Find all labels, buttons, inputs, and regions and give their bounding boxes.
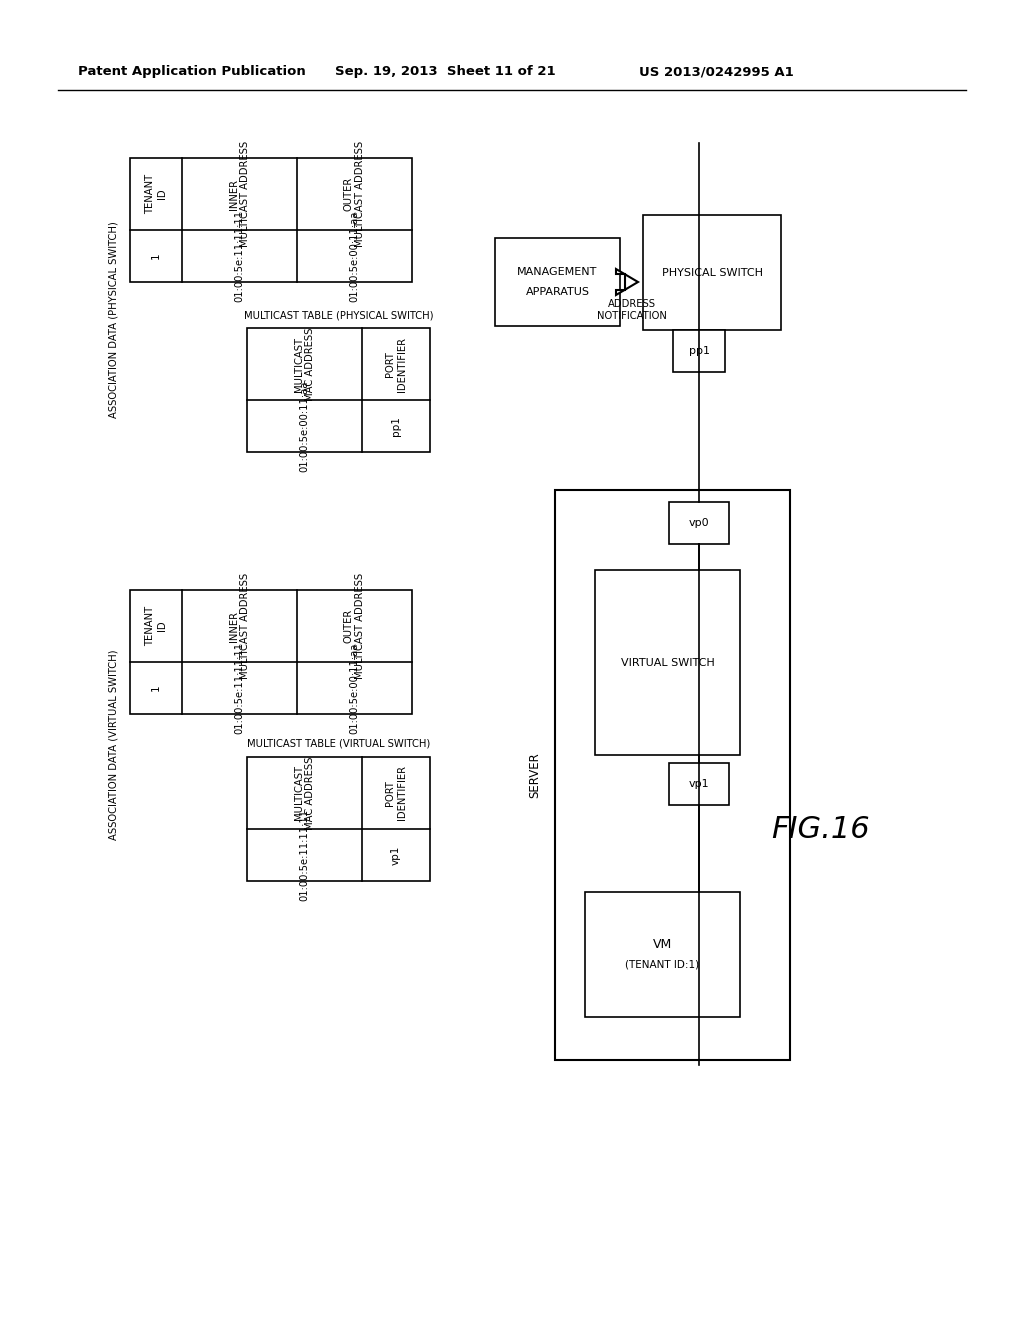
Bar: [247, 327, 430, 451]
Text: 1: 1: [151, 685, 161, 692]
Text: 01:00:5e:11:11:11: 01:00:5e:11:11:11: [234, 642, 245, 734]
Text: MULTICAST TABLE (PHYSICAL SWITCH): MULTICAST TABLE (PHYSICAL SWITCH): [244, 310, 433, 319]
Text: vp1: vp1: [391, 845, 401, 865]
Bar: [673, 330, 725, 372]
Text: MANAGEMENT: MANAGEMENT: [517, 267, 598, 277]
Text: INNER
MULTICAST ADDRESS: INNER MULTICAST ADDRESS: [228, 573, 250, 678]
Text: OUTER
MULTICAST ADDRESS: OUTER MULTICAST ADDRESS: [344, 573, 366, 678]
Bar: [585, 892, 740, 1016]
Text: vp1: vp1: [689, 779, 710, 789]
Bar: [495, 238, 620, 326]
Text: PORT
IDENTIFIER: PORT IDENTIFIER: [385, 766, 407, 821]
Text: VIRTUAL SWITCH: VIRTUAL SWITCH: [621, 657, 715, 668]
Text: FIG.16: FIG.16: [771, 816, 869, 845]
Text: pp1: pp1: [391, 416, 401, 436]
Text: INNER
MULTICAST ADDRESS: INNER MULTICAST ADDRESS: [228, 141, 250, 247]
Text: US 2013/0242995 A1: US 2013/0242995 A1: [639, 66, 794, 78]
Text: PHYSICAL SWITCH: PHYSICAL SWITCH: [662, 268, 763, 277]
Text: MULTICAST TABLE (VIRTUAL SWITCH): MULTICAST TABLE (VIRTUAL SWITCH): [247, 739, 430, 748]
Text: MULTICAST
MAC ADDRESS: MULTICAST MAC ADDRESS: [294, 327, 315, 401]
Text: ADDRESS
NOTIFICATION: ADDRESS NOTIFICATION: [597, 300, 667, 321]
Text: MULTICAST
MAC ADDRESS: MULTICAST MAC ADDRESS: [294, 756, 315, 830]
Text: 01:00:5e:00:11:aa: 01:00:5e:00:11:aa: [299, 380, 309, 471]
Text: ASSOCIATION DATA (VIRTUAL SWITCH): ASSOCIATION DATA (VIRTUAL SWITCH): [109, 649, 119, 841]
Bar: [669, 502, 729, 544]
Text: 01:00:5e:11:11:11: 01:00:5e:11:11:11: [299, 809, 309, 902]
Text: Patent Application Publication: Patent Application Publication: [78, 66, 306, 78]
Text: ASSOCIATION DATA (PHYSICAL SWITCH): ASSOCIATION DATA (PHYSICAL SWITCH): [109, 222, 119, 418]
Text: 1: 1: [151, 252, 161, 259]
Text: TENANT
ID: TENANT ID: [145, 606, 167, 645]
Text: SERVER: SERVER: [528, 752, 542, 797]
Text: Sep. 19, 2013  Sheet 11 of 21: Sep. 19, 2013 Sheet 11 of 21: [335, 66, 555, 78]
Text: 01:00:5e:11:11:11: 01:00:5e:11:11:11: [234, 210, 245, 302]
Text: 01:00:5e:00:11:aa: 01:00:5e:00:11:aa: [349, 210, 359, 302]
Text: 01:00:5e:00:11:aa: 01:00:5e:00:11:aa: [349, 643, 359, 734]
Bar: [130, 590, 412, 714]
Text: OUTER
MULTICAST ADDRESS: OUTER MULTICAST ADDRESS: [344, 141, 366, 247]
Text: TENANT
ID: TENANT ID: [145, 174, 167, 214]
Polygon shape: [616, 269, 638, 294]
Text: PORT
IDENTIFIER: PORT IDENTIFIER: [385, 337, 407, 392]
Bar: [130, 158, 412, 282]
Text: pp1: pp1: [688, 346, 710, 356]
Text: (TENANT ID:1): (TENANT ID:1): [626, 960, 699, 969]
Bar: [643, 215, 781, 330]
Bar: [555, 490, 790, 1060]
Text: APPARATUS: APPARATUS: [525, 286, 590, 297]
Text: vp0: vp0: [689, 517, 710, 528]
Bar: [595, 570, 740, 755]
Text: VM: VM: [653, 939, 672, 950]
Bar: [247, 756, 430, 880]
Bar: [669, 763, 729, 805]
